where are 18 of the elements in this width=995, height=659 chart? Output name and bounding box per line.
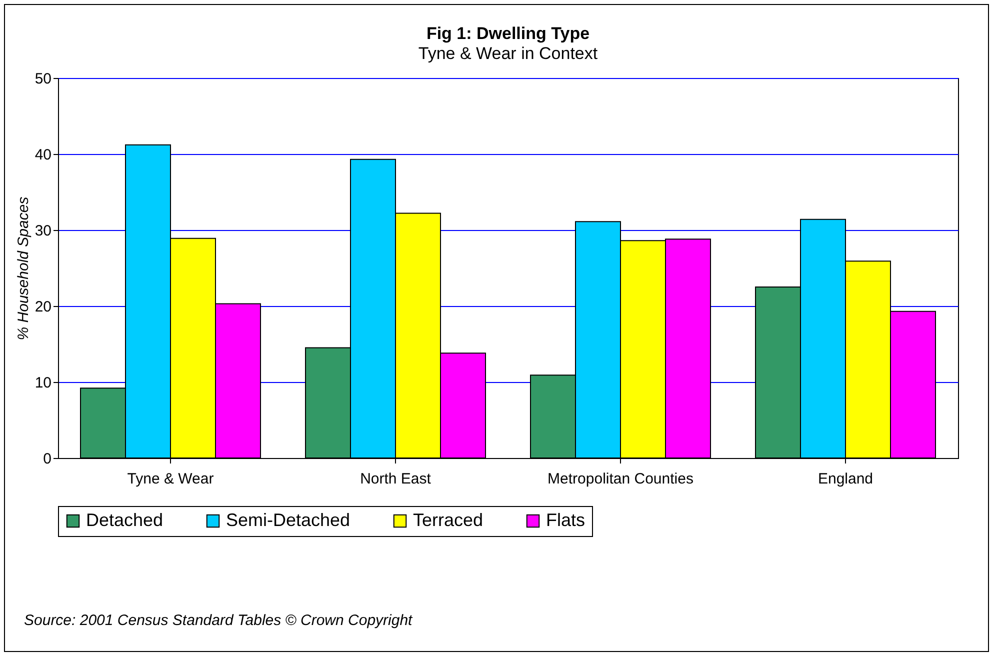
y-tick-label: 0 <box>43 450 52 468</box>
legend-label: Detached <box>86 510 164 530</box>
y-tick-label: 40 <box>34 146 52 164</box>
x-tick-label: England <box>818 470 874 488</box>
chart-title: Fig 1: Dwelling Type <box>426 24 590 43</box>
x-tick-label: North East <box>360 470 432 488</box>
y-tick-label: 50 <box>34 70 52 88</box>
legend-label: Semi-Detached <box>226 510 350 530</box>
legend-label: Flats <box>546 510 586 530</box>
x-tick-label: Tyne & Wear <box>127 470 214 488</box>
y-axis-title: % Household Spaces <box>14 196 32 340</box>
legend-label: Terraced <box>413 510 484 530</box>
y-tick-label: 10 <box>34 374 52 392</box>
chart-subtitle: Tyne & Wear in Context <box>418 44 598 63</box>
source-note: Source: 2001 Census Standard Tables © Crown Copyright <box>24 612 412 629</box>
x-tick-label: Metropolitan Counties <box>548 470 694 488</box>
y-tick-label: 30 <box>34 222 52 240</box>
y-tick-label: 20 <box>34 298 52 316</box>
